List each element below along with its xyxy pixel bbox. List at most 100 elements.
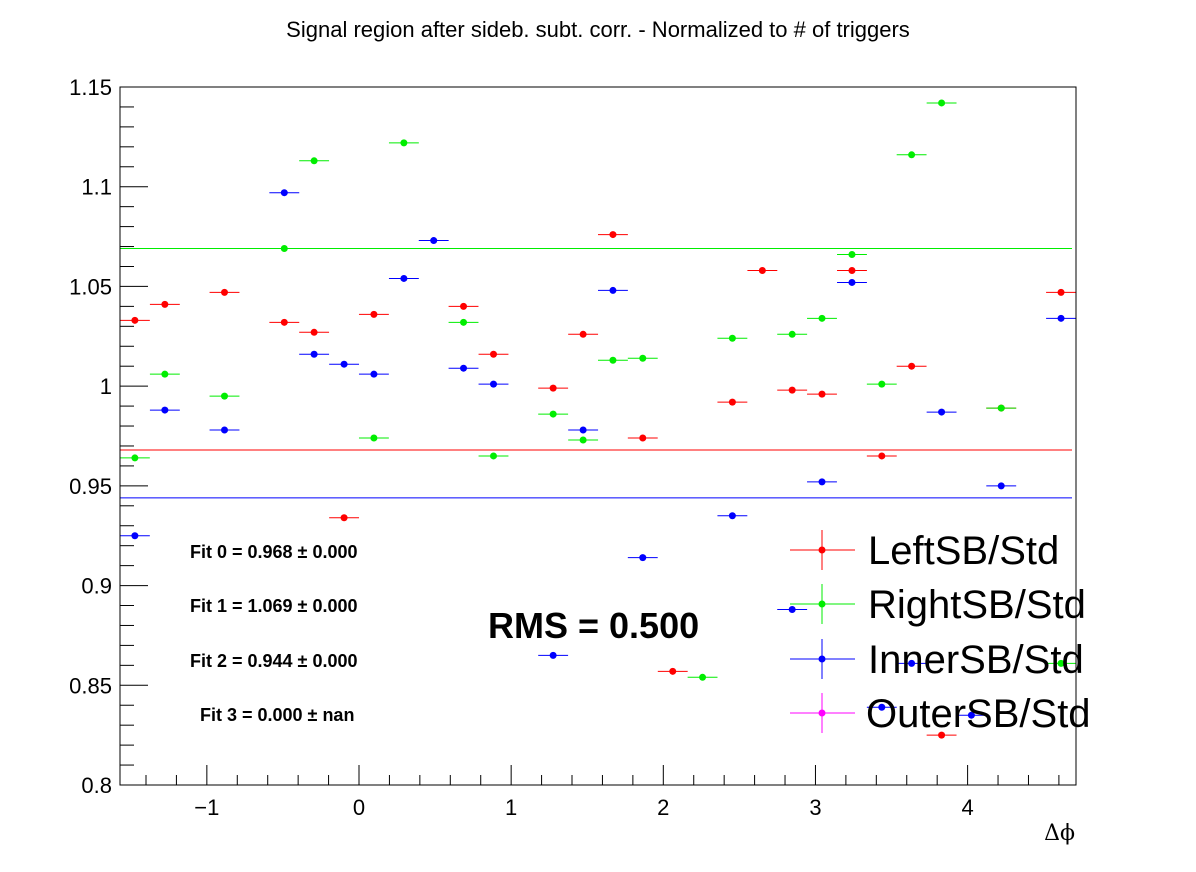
legend-marker-rightsb bbox=[818, 600, 826, 608]
point-marker bbox=[788, 386, 796, 394]
data-point bbox=[777, 330, 808, 338]
point-marker bbox=[280, 189, 288, 197]
data-point bbox=[448, 318, 479, 326]
y-tick-label: 0.8 bbox=[81, 773, 112, 798]
point-marker bbox=[818, 478, 826, 486]
data-point bbox=[598, 356, 628, 364]
point-marker bbox=[549, 651, 557, 659]
point-marker bbox=[370, 434, 378, 442]
point-marker bbox=[460, 364, 468, 372]
data-point bbox=[717, 512, 748, 520]
point-marker bbox=[310, 157, 318, 165]
data-point bbox=[866, 452, 897, 460]
legend-entry-innersb: InnerSB/Std bbox=[790, 638, 1084, 682]
data-point bbox=[986, 482, 1017, 490]
data-point bbox=[598, 231, 628, 239]
data-point bbox=[717, 334, 748, 342]
point-marker bbox=[997, 404, 1005, 412]
point-marker bbox=[818, 314, 826, 322]
data-point bbox=[896, 362, 927, 370]
point-marker bbox=[549, 384, 557, 392]
data-point bbox=[149, 406, 180, 414]
point-marker bbox=[938, 731, 946, 739]
legend-marker-leftsb bbox=[818, 546, 826, 554]
data-point bbox=[299, 328, 330, 336]
legend-marker-outersb bbox=[818, 709, 826, 717]
data-point bbox=[568, 330, 599, 338]
point-marker bbox=[878, 380, 886, 388]
y-tick-label: 1 bbox=[100, 374, 112, 399]
point-marker bbox=[609, 231, 617, 239]
point-marker bbox=[639, 434, 647, 442]
point-marker bbox=[400, 274, 408, 282]
data-point bbox=[807, 314, 837, 322]
chart-title: Signal region after sideb. subt. corr. -… bbox=[286, 17, 910, 42]
data-point bbox=[149, 370, 180, 378]
point-marker bbox=[609, 286, 617, 294]
data-point bbox=[478, 452, 509, 460]
data-point bbox=[956, 711, 987, 719]
data-point bbox=[269, 245, 300, 253]
legend-marker-innersb bbox=[818, 655, 826, 663]
data-point bbox=[388, 139, 419, 147]
data-point bbox=[926, 731, 957, 739]
point-marker bbox=[848, 266, 856, 274]
point-marker bbox=[220, 426, 228, 434]
data-point bbox=[807, 478, 837, 486]
point-marker bbox=[490, 452, 498, 460]
point-marker bbox=[848, 278, 856, 286]
point-marker bbox=[161, 406, 169, 414]
fit-label-1: Fit 1 = 1.069 ± 0.000 bbox=[190, 596, 357, 616]
fit-label-0: Fit 0 = 0.968 ± 0.000 bbox=[190, 542, 357, 562]
legend-entry-outersb: OuterSB/Std bbox=[790, 692, 1091, 736]
data-point bbox=[358, 310, 389, 318]
point-marker bbox=[788, 330, 796, 338]
data-point bbox=[807, 390, 837, 398]
data-point bbox=[209, 426, 240, 434]
y-tick-label: 1.1 bbox=[81, 175, 112, 200]
data-point bbox=[627, 354, 658, 362]
legend-label-rightsb: RightSB/Std bbox=[868, 583, 1086, 627]
point-marker bbox=[699, 673, 707, 681]
data-point bbox=[837, 251, 867, 259]
point-marker bbox=[967, 711, 975, 719]
point-marker bbox=[639, 354, 647, 362]
data-point bbox=[1046, 659, 1076, 667]
point-marker bbox=[460, 302, 468, 310]
point-marker bbox=[758, 266, 766, 274]
data-point bbox=[329, 360, 360, 368]
point-marker bbox=[1057, 288, 1065, 296]
point-marker bbox=[788, 606, 796, 614]
data-point bbox=[209, 288, 240, 296]
point-marker bbox=[549, 410, 557, 418]
point-marker bbox=[280, 318, 288, 326]
legend-label-outersb: OuterSB/Std bbox=[866, 692, 1091, 736]
data-point bbox=[568, 426, 599, 434]
point-marker bbox=[400, 139, 408, 147]
point-marker bbox=[997, 482, 1005, 490]
data-point bbox=[329, 514, 360, 522]
y-tick-label: 1.05 bbox=[69, 274, 112, 299]
point-marker bbox=[161, 370, 169, 378]
y-tick-label: 1.15 bbox=[69, 75, 112, 100]
data-point bbox=[299, 157, 330, 165]
data-point bbox=[269, 318, 300, 326]
data-point bbox=[837, 278, 867, 286]
point-marker bbox=[579, 426, 587, 434]
point-marker bbox=[1057, 314, 1065, 322]
point-marker bbox=[728, 512, 736, 520]
point-marker bbox=[938, 99, 946, 107]
point-marker bbox=[131, 316, 139, 324]
point-marker bbox=[370, 370, 378, 378]
axes: −1 0 1 2 3 4 0.8 0.85 0.9 0.95 1 1.05 1.1 1.15 bbox=[69, 75, 1060, 820]
point-marker bbox=[280, 245, 288, 253]
plot-frame bbox=[119, 86, 1077, 786]
point-marker bbox=[131, 454, 139, 462]
point-marker bbox=[490, 350, 498, 358]
legend-entry-rightsb: RightSB/Std bbox=[790, 583, 1086, 627]
data-point bbox=[149, 300, 180, 308]
data-point bbox=[538, 651, 569, 659]
point-marker bbox=[310, 328, 318, 336]
point-marker bbox=[639, 554, 647, 562]
